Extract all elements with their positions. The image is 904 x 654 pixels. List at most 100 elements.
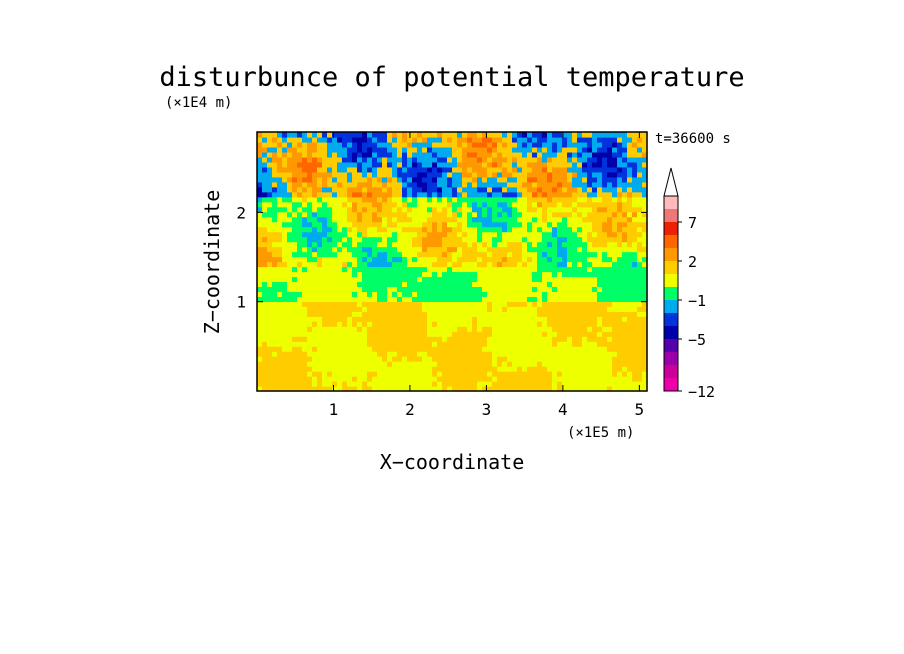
heatmap-cell xyxy=(572,361,578,367)
heatmap-cell xyxy=(282,291,288,297)
heatmap-cell xyxy=(567,156,573,163)
heatmap-cell xyxy=(562,386,568,392)
heatmap-cell xyxy=(462,221,468,228)
heatmap-cell xyxy=(622,181,628,188)
heatmap-cell xyxy=(477,221,483,228)
heatmap-cell xyxy=(612,346,618,352)
heatmap-cell xyxy=(622,321,628,327)
heatmap-cell xyxy=(387,221,393,228)
heatmap-cell xyxy=(387,361,393,367)
heatmap-cell xyxy=(307,376,313,382)
heatmap-cell xyxy=(322,196,328,203)
heatmap-cell xyxy=(502,351,508,357)
heatmap-cell xyxy=(617,276,623,283)
heatmap-cell xyxy=(367,366,373,372)
heatmap-cell xyxy=(637,241,643,248)
heatmap-cell xyxy=(377,341,383,347)
heatmap-cell xyxy=(642,276,648,283)
heatmap-cell xyxy=(542,191,548,198)
heatmap-cell xyxy=(542,231,548,238)
heatmap-cell xyxy=(607,356,613,362)
heatmap-cell xyxy=(332,221,338,228)
heatmap-cell xyxy=(617,226,623,233)
heatmap-cell xyxy=(562,276,568,283)
heatmap-cell xyxy=(482,336,488,342)
heatmap-cell xyxy=(522,176,528,183)
heatmap-cell xyxy=(497,132,503,138)
heatmap-cell xyxy=(432,146,438,153)
heatmap-cell xyxy=(477,341,483,347)
heatmap-cell xyxy=(597,301,603,307)
heatmap-cell xyxy=(532,136,538,143)
heatmap-cell xyxy=(462,246,468,253)
heatmap-cell xyxy=(562,281,568,287)
heatmap-cell xyxy=(352,331,358,337)
heatmap-cell xyxy=(612,196,618,203)
heatmap-cell xyxy=(447,176,453,183)
heatmap-cell xyxy=(587,341,593,347)
heatmap-cell xyxy=(307,251,313,258)
heatmap-cell xyxy=(357,311,363,317)
heatmap-cell xyxy=(317,286,323,292)
heatmap-cell xyxy=(487,241,493,248)
heatmap-cell xyxy=(467,261,473,268)
heatmap-cell xyxy=(547,191,553,198)
heatmap-cell xyxy=(567,171,573,178)
heatmap-cell xyxy=(437,146,443,153)
heatmap-cell xyxy=(287,141,293,148)
heatmap-cell xyxy=(622,296,628,302)
heatmap-cell xyxy=(577,231,583,238)
heatmap-cell xyxy=(382,236,388,243)
heatmap-cell xyxy=(347,351,353,357)
heatmap-cell xyxy=(392,346,398,352)
heatmap-cell xyxy=(317,241,323,248)
heatmap-cell xyxy=(597,316,603,322)
heatmap-cell xyxy=(277,351,283,357)
heatmap-cell xyxy=(432,331,438,337)
heatmap-cell xyxy=(352,321,358,327)
heatmap-cell xyxy=(262,201,268,208)
heatmap-cell xyxy=(607,151,613,158)
heatmap-cell xyxy=(257,306,263,312)
heatmap-cell xyxy=(572,161,578,168)
heatmap-cell xyxy=(612,286,618,292)
heatmap-cell xyxy=(597,236,603,243)
heatmap-cell xyxy=(492,276,498,283)
heatmap-cell xyxy=(407,136,413,143)
heatmap-cell xyxy=(317,341,323,347)
heatmap-cell xyxy=(592,386,598,392)
heatmap-cell xyxy=(477,171,483,178)
heatmap-cell xyxy=(297,216,303,223)
heatmap-cell xyxy=(557,366,563,372)
heatmap-cell xyxy=(502,286,508,292)
heatmap-cell xyxy=(567,221,573,228)
heatmap-cell xyxy=(522,371,528,377)
heatmap-cell xyxy=(342,386,348,392)
heatmap-cell xyxy=(337,271,343,278)
heatmap-cell xyxy=(512,296,518,302)
heatmap-cell xyxy=(352,141,358,148)
heatmap-cell xyxy=(272,231,278,238)
heatmap-cell xyxy=(302,296,308,302)
heatmap-cell xyxy=(507,146,513,153)
heatmap-cell xyxy=(397,331,403,337)
heatmap-cell xyxy=(527,216,533,223)
heatmap-cell xyxy=(312,196,318,203)
heatmap-cell xyxy=(397,241,403,248)
heatmap-cell xyxy=(287,146,293,153)
heatmap-cell xyxy=(392,326,398,332)
heatmap-cell xyxy=(462,381,468,387)
heatmap-cell xyxy=(367,191,373,198)
heatmap-cell xyxy=(572,206,578,213)
heatmap-cell xyxy=(292,311,298,317)
heatmap-cell xyxy=(262,141,268,148)
heatmap-cell xyxy=(432,196,438,203)
heatmap-cell xyxy=(272,361,278,367)
heatmap-cell xyxy=(397,141,403,148)
heatmap-cell xyxy=(537,386,543,392)
heatmap-cell xyxy=(527,181,533,188)
heatmap-cell xyxy=(547,132,553,138)
heatmap-cell xyxy=(592,291,598,297)
heatmap-cell xyxy=(507,381,513,387)
heatmap-cell xyxy=(317,206,323,213)
